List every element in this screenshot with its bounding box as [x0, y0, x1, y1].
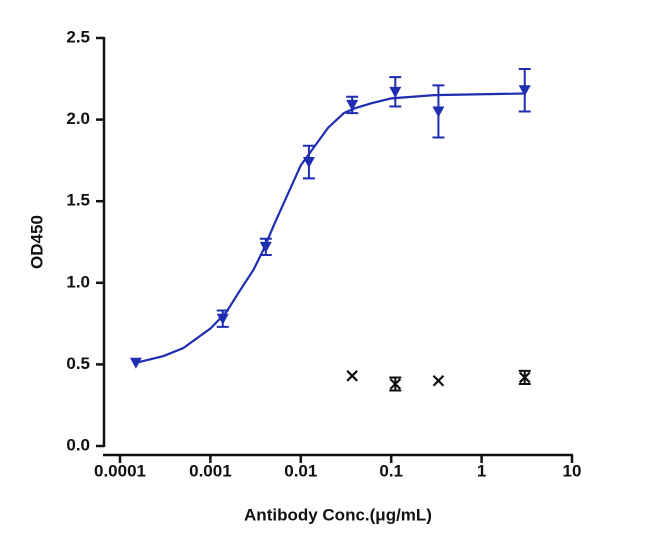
marker [129, 357, 142, 369]
x-tick-label: 0.0001 [94, 461, 146, 480]
marker [432, 374, 445, 387]
y-tick-label: 2.5 [66, 27, 90, 46]
y-tick-label: 0.5 [66, 354, 90, 373]
marker [259, 241, 272, 253]
fit-curve [135, 92, 525, 364]
y-axis-title: OD450 [27, 215, 46, 269]
x-tick-label: 10 [563, 461, 582, 480]
x-tick-label: 1 [477, 461, 486, 480]
y-tick-label: 1.0 [66, 272, 90, 291]
marker [346, 99, 359, 111]
x-tick-label: 0.01 [284, 461, 317, 480]
marker [346, 370, 358, 382]
marker [518, 371, 531, 384]
marker [518, 85, 531, 97]
y-tick-label: 1.5 [66, 191, 90, 210]
marker [432, 106, 445, 118]
y-tick-label: 2.0 [66, 109, 90, 128]
y-tick-label: 0.0 [66, 435, 90, 454]
x-tick-label: 0.001 [189, 461, 232, 480]
x-tick-label: 0.1 [379, 461, 403, 480]
marker [389, 378, 402, 390]
x-axis-title: Antibody Conc.(μg/mL) [244, 505, 432, 524]
marker [216, 313, 229, 325]
marker [389, 86, 402, 98]
